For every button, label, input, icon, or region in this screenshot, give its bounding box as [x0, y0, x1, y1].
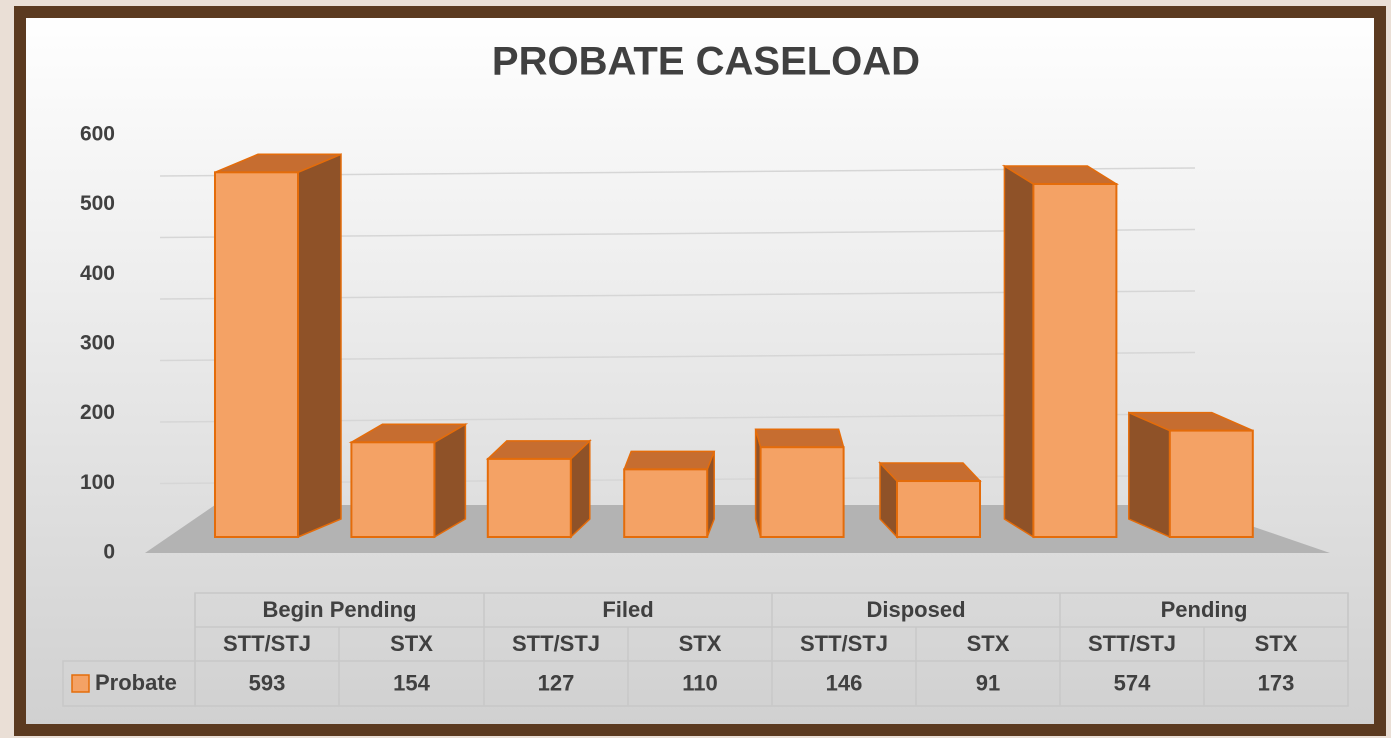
bar-top — [623, 450, 716, 471]
x-tick-label: STT/STJ — [223, 631, 311, 656]
bar — [759, 446, 845, 538]
y-tick-label: 300 — [80, 332, 115, 355]
x-tick-label: STT/STJ — [512, 631, 600, 656]
bar — [896, 480, 981, 539]
bar — [1032, 182, 1118, 539]
y-tick-label: 200 — [80, 401, 115, 424]
table-value: 574 — [1114, 670, 1151, 695]
legend-key — [71, 674, 90, 693]
y-tick-label: 100 — [80, 471, 115, 494]
y-tick-label: 500 — [80, 192, 115, 215]
x-tick-label: STT/STJ — [800, 631, 888, 656]
x-tick-label: STX — [1255, 631, 1298, 656]
table-value: 91 — [976, 670, 1000, 695]
bar — [1168, 429, 1254, 539]
y-tick-label: 600 — [80, 123, 115, 146]
table-value: 173 — [1258, 670, 1295, 695]
x-tick-label: STX — [967, 631, 1010, 656]
table-value: 146 — [826, 670, 863, 695]
y-tick-label: 400 — [80, 262, 115, 285]
legend-label: Probate — [95, 670, 177, 695]
x-tick-label: STT/STJ — [1088, 631, 1176, 656]
bar — [486, 457, 572, 538]
bar-side — [1003, 164, 1035, 539]
x-tick-label: STX — [679, 631, 722, 656]
bar — [214, 171, 299, 538]
bar-side — [433, 422, 467, 539]
group-label: Begin Pending — [263, 597, 417, 622]
chart-title: PROBATE CASELOAD — [492, 40, 920, 84]
bar-top — [754, 428, 845, 448]
table-value: 110 — [682, 670, 718, 695]
bar-side — [1128, 411, 1171, 539]
bar-top — [878, 462, 982, 482]
table-value: 593 — [249, 670, 286, 695]
y-tick-label: 0 — [103, 541, 115, 564]
bar-top — [485, 440, 592, 460]
table-value: 127 — [538, 670, 575, 695]
group-label: Pending — [1161, 597, 1248, 622]
table-value: 154 — [393, 670, 430, 695]
bar — [623, 468, 709, 539]
group-label: Filed — [602, 597, 653, 622]
group-label: Disposed — [866, 597, 965, 622]
bar — [350, 441, 436, 539]
x-tick-label: STX — [390, 631, 433, 656]
bar-side — [297, 153, 342, 539]
